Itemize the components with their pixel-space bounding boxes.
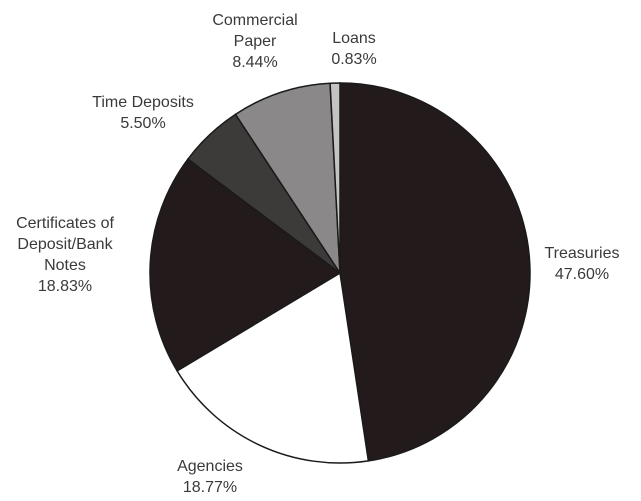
slice-percent-label: 0.83% (331, 51, 376, 68)
slice-label-agencies: Agencies 18.77% (177, 458, 243, 496)
slice-percent-label: 18.83% (38, 278, 92, 295)
slice-label-treasuries: Treasuries 47.60% (545, 245, 620, 283)
slice-name-label: Paper (234, 33, 277, 50)
slice-name-label: Time Deposits (92, 94, 194, 111)
slice-name-label: Notes (44, 257, 86, 274)
slice-percent-label: 18.77% (183, 479, 237, 496)
pie-slice-commercial-paper (234, 82, 341, 276)
slice-percent-label: 5.50% (120, 115, 165, 132)
slice-percent-label: 47.60% (555, 266, 609, 283)
slice-label-commercial-paper: Commercial Paper 8.44% (212, 12, 297, 71)
slice-name-label: Treasuries (545, 245, 620, 262)
pie-slice-treasuries (339, 82, 531, 462)
slice-name-label: Loans (332, 30, 376, 47)
pie-slice-agencies (176, 271, 370, 464)
pie-slice-certificates-of-deposit-bank-notes (149, 158, 342, 372)
slice-name-label: Deposit/Bank (17, 236, 113, 253)
slice-label-certificates-of-deposit-bank-notes: Certificates of Deposit/Bank Notes 18.83% (16, 215, 114, 295)
slice-label-loans: Loans 0.83% (331, 30, 376, 68)
slice-label-time-deposits: Time Deposits 5.50% (92, 94, 194, 132)
slice-percent-label: 8.44% (232, 54, 277, 71)
slice-name-label: Commercial (212, 12, 297, 29)
pie-slice-loans (329, 82, 341, 274)
slice-name-label: Agencies (177, 458, 243, 475)
slice-name-label: Certificates of (16, 215, 114, 232)
